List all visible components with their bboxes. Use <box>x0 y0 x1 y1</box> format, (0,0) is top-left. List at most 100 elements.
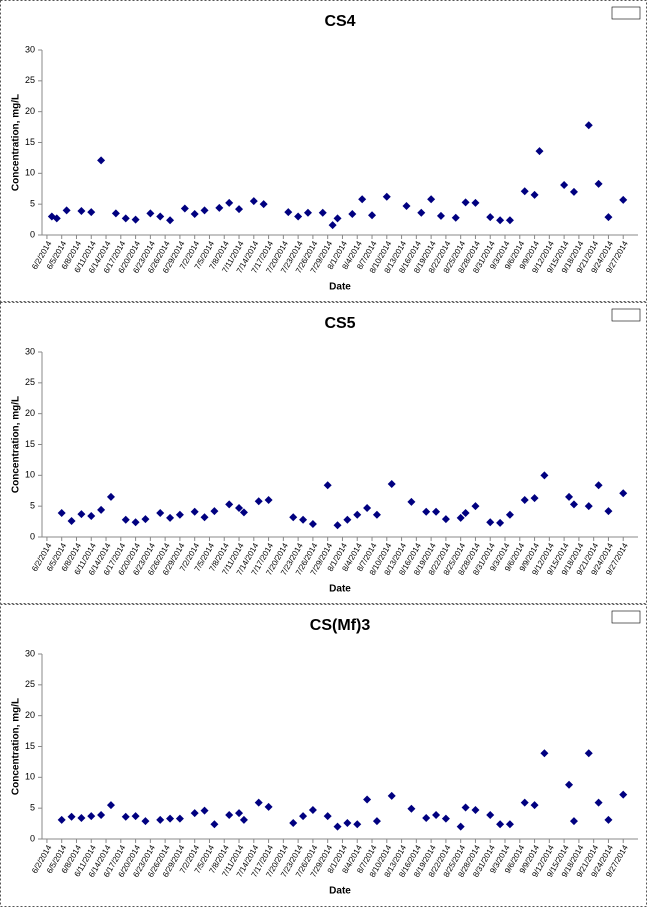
point <box>146 209 155 218</box>
point <box>372 817 381 826</box>
y-axis-label: Concentration, mg/L <box>11 94 22 191</box>
y-tick-label: 15 <box>25 439 35 449</box>
chart-title: CS(Mf)3 <box>310 617 371 634</box>
point <box>239 508 248 517</box>
point <box>264 496 273 504</box>
point <box>353 510 362 519</box>
point <box>254 497 263 506</box>
point <box>496 820 505 829</box>
point <box>461 803 470 812</box>
point <box>52 214 61 223</box>
point <box>343 818 352 827</box>
y-tick-label: 30 <box>25 44 35 54</box>
point <box>372 510 381 519</box>
point <box>175 814 184 823</box>
legend-box <box>611 308 641 322</box>
point <box>87 812 96 821</box>
chart-title: CS5 <box>324 315 355 332</box>
point <box>363 795 372 804</box>
point <box>254 798 263 807</box>
point <box>97 505 106 514</box>
point <box>348 210 357 219</box>
point <box>486 213 495 222</box>
point <box>584 749 593 758</box>
point <box>441 515 450 524</box>
point <box>87 512 96 521</box>
point <box>77 510 86 519</box>
point <box>343 515 352 524</box>
point <box>486 518 495 527</box>
point <box>259 200 268 209</box>
point <box>456 513 465 522</box>
point <box>308 806 317 815</box>
point <box>323 481 332 490</box>
point <box>303 208 312 217</box>
point <box>520 187 529 196</box>
point <box>225 500 234 509</box>
panel <box>0 604 647 907</box>
point <box>584 502 593 511</box>
point <box>358 195 367 204</box>
point <box>456 822 465 831</box>
x-axis-label: Date <box>329 886 351 897</box>
point <box>407 804 416 813</box>
point <box>111 209 120 218</box>
y-tick-label: 15 <box>25 137 35 147</box>
point <box>141 817 150 826</box>
y-tick-label: 20 <box>25 408 35 418</box>
y-tick-label: 0 <box>30 229 35 239</box>
point <box>62 206 71 215</box>
point <box>264 802 273 811</box>
point <box>97 156 106 165</box>
point <box>565 780 574 789</box>
point <box>106 801 115 810</box>
y-tick-label: 10 <box>25 168 35 178</box>
point <box>57 508 66 517</box>
point <box>175 510 184 519</box>
point <box>505 510 514 519</box>
point <box>417 208 426 217</box>
point <box>121 214 130 223</box>
y-tick-label: 10 <box>25 470 35 480</box>
point <box>569 817 578 826</box>
point <box>190 210 199 219</box>
point <box>520 798 529 807</box>
point <box>97 810 106 819</box>
point <box>210 507 219 516</box>
point <box>328 221 337 230</box>
point <box>471 502 480 511</box>
point <box>540 471 549 480</box>
point <box>249 197 258 206</box>
point <box>77 814 86 823</box>
y-axis-label: Concentration, mg/L <box>11 396 22 493</box>
point <box>604 507 613 516</box>
point <box>210 820 219 829</box>
point <box>299 515 308 524</box>
point <box>284 208 293 217</box>
point <box>451 213 460 222</box>
point <box>333 214 342 223</box>
point <box>520 496 529 504</box>
point <box>535 147 544 156</box>
point <box>604 815 613 824</box>
point <box>530 190 539 199</box>
point <box>569 187 578 196</box>
point <box>131 518 140 527</box>
point <box>166 513 175 522</box>
point <box>432 810 441 819</box>
point <box>180 204 189 213</box>
point <box>471 806 480 815</box>
point <box>225 198 234 207</box>
point <box>505 216 514 225</box>
point <box>225 810 234 819</box>
point <box>289 818 298 827</box>
point <box>294 212 303 221</box>
legend-box <box>611 610 641 624</box>
point <box>215 203 224 212</box>
panel <box>0 302 647 604</box>
y-axis-label: Concentration, mg/L <box>11 698 22 795</box>
point <box>594 179 603 188</box>
point <box>496 518 505 527</box>
point <box>121 812 130 821</box>
point <box>619 489 628 498</box>
